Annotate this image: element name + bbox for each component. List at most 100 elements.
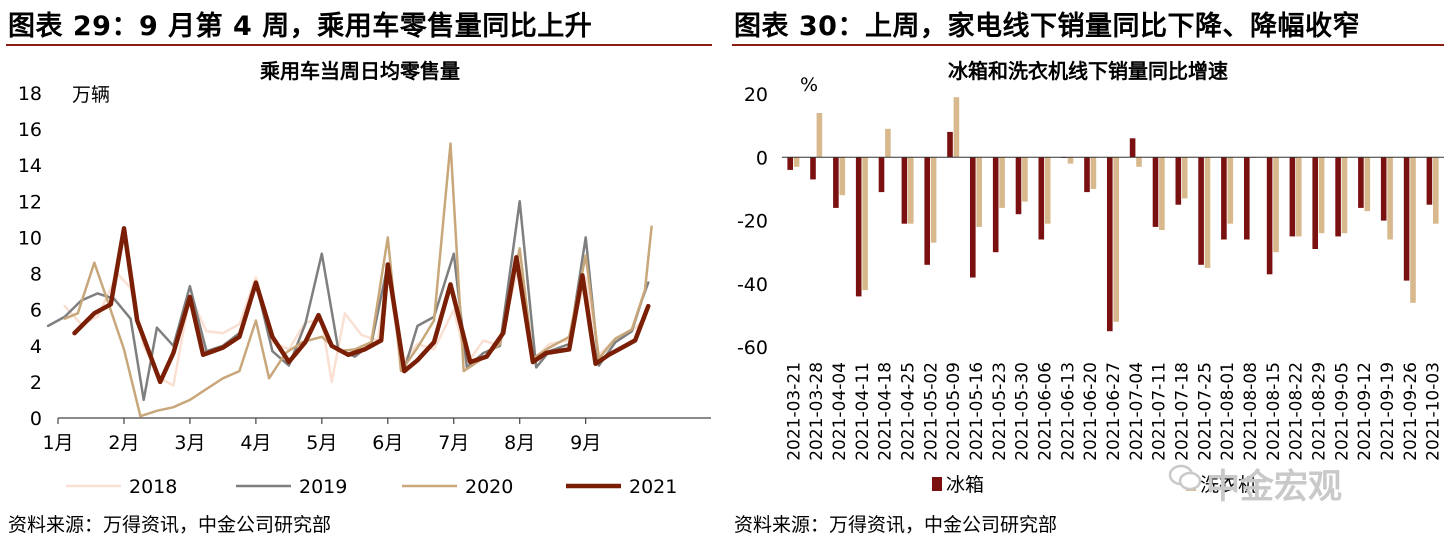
series-line-2018: [63, 257, 647, 387]
bar-fridge: [1358, 157, 1364, 208]
bar-fridge: [1289, 157, 1296, 237]
x-tick-label: 2021-05-30: [1013, 362, 1033, 461]
legend-label: 2020: [465, 476, 513, 498]
bar-washer: [1227, 157, 1234, 224]
wechat-icon: [1168, 464, 1202, 491]
bar-washer: [793, 157, 800, 167]
bar-fridge: [1266, 157, 1273, 275]
heading-rule-right: [732, 44, 1444, 46]
bar-fridge: [1244, 157, 1250, 240]
bar-washer: [1273, 157, 1279, 253]
chart-title: 乘用车当周日均零售量: [259, 59, 460, 83]
chart-title: 冰箱和洗衣机线下销量同比增速: [948, 59, 1228, 83]
x-tick-label: 2021-05-23: [990, 362, 1010, 461]
y-tick-label: 6: [30, 300, 42, 322]
bar-washer: [1364, 157, 1371, 212]
bar-washer: [1204, 157, 1211, 268]
bar-washer: [976, 157, 982, 227]
x-tick-label: 2021-06-27: [1104, 362, 1124, 461]
bar-fridge: [1198, 157, 1204, 265]
bar-fridge: [924, 157, 930, 265]
y-tick-label: -60: [737, 337, 768, 359]
y-tick-label: 18: [18, 83, 42, 105]
y-tick-label: 0: [30, 408, 42, 430]
bar-washer: [1387, 157, 1393, 240]
y-tick-label: 10: [18, 227, 42, 249]
bar-fridge: [878, 157, 885, 193]
x-tick-label: 2021-08-08: [1241, 362, 1261, 461]
y-tick-label: -40: [737, 274, 768, 296]
bar-washer: [1181, 157, 1188, 199]
bar-fridge: [1175, 157, 1182, 205]
y-tick-label: 14: [18, 155, 42, 177]
x-tick-label: 2021-03-21: [784, 362, 804, 461]
series-line-2021: [72, 226, 651, 385]
panel-heading-right: 图表 30：上周，家电线下销量同比下降、降幅收窄: [734, 11, 1360, 42]
bar-washer: [839, 157, 846, 196]
bar-washer: [1113, 157, 1119, 322]
bar-washer: [1318, 157, 1325, 234]
y-tick-label: 16: [18, 119, 42, 141]
panel-heading-left: 图表 29：9 月第 4 周，乘用车零售量同比上升: [8, 11, 593, 42]
bar-washer: [1090, 157, 1097, 189]
x-tick-label: 2021-07-11: [1150, 362, 1170, 461]
x-tick-label: 2月: [108, 432, 139, 454]
bar-fridge: [1129, 138, 1136, 158]
y-axis-unit: 万辆: [72, 84, 110, 106]
bar-fridge: [1221, 157, 1227, 240]
bar-washer: [1341, 157, 1348, 234]
y-tick-label: 20: [744, 84, 768, 106]
legend-label: 2018: [129, 476, 177, 498]
y-tick-label: 0: [756, 147, 768, 169]
bar-fridge: [855, 157, 862, 297]
x-tick-label: 2021-06-13: [1058, 362, 1078, 461]
legend-label: 洗衣机: [1200, 474, 1257, 496]
x-tick-label: 5月: [306, 432, 337, 454]
legend-label: 2019: [299, 476, 347, 498]
x-tick-label: 8月: [504, 432, 535, 454]
source-note-left: 资料来源：万得资讯，中金公司研究部: [8, 514, 332, 536]
x-tick-label: 2021-05-02: [921, 362, 941, 461]
bar-washer: [1067, 157, 1074, 164]
x-tick-label: 2021-04-18: [876, 362, 896, 461]
bar-fridge: [1335, 157, 1341, 237]
x-tick-label: 2021-05-09: [944, 362, 964, 461]
bar-fridge: [1084, 157, 1090, 193]
x-tick-label: 2021-09-12: [1355, 362, 1375, 461]
x-tick-label: 2021-04-04: [830, 362, 850, 461]
x-tick-label: 2021-07-25: [1195, 362, 1215, 461]
bar-washer: [930, 157, 937, 243]
x-tick-label: 2021-03-28: [807, 362, 827, 461]
bar-washer: [862, 157, 868, 291]
x-tick-label: 2021-08-15: [1264, 362, 1284, 461]
bar-fridge: [947, 131, 953, 158]
x-tick-label: 2021-09-26: [1401, 362, 1421, 461]
bar-washer: [1296, 157, 1302, 237]
legend-label: 2021: [629, 476, 677, 498]
x-tick-label: 2021-08-22: [1287, 362, 1307, 461]
bar-fridge: [1380, 157, 1387, 221]
bar-washer: [908, 157, 914, 224]
bar-washer: [1410, 157, 1416, 303]
bar-fridge: [833, 157, 839, 208]
bar-fridge: [1015, 157, 1022, 215]
watermark-text: 中金宏观: [1206, 467, 1342, 507]
y-tick-label: 4: [30, 336, 42, 358]
x-tick-label: 2021-06-06: [1036, 362, 1056, 461]
bar-washer: [1022, 157, 1028, 202]
bar-fridge: [1403, 157, 1410, 281]
bar-fridge: [1038, 157, 1045, 240]
x-tick-label: 4月: [240, 432, 271, 454]
series-line-2019: [46, 200, 650, 402]
x-tick-label: 2021-07-18: [1173, 362, 1193, 461]
legend-label: 冰箱: [946, 474, 984, 496]
x-tick-label: 2021-09-19: [1378, 362, 1398, 461]
bar-washer: [816, 113, 823, 158]
x-tick-label: 1月: [42, 432, 73, 454]
bar-fridge: [1312, 157, 1318, 249]
x-tick-label: 9月: [570, 432, 601, 454]
bar-fridge: [1107, 157, 1113, 332]
y-axis-unit: %: [800, 74, 818, 96]
